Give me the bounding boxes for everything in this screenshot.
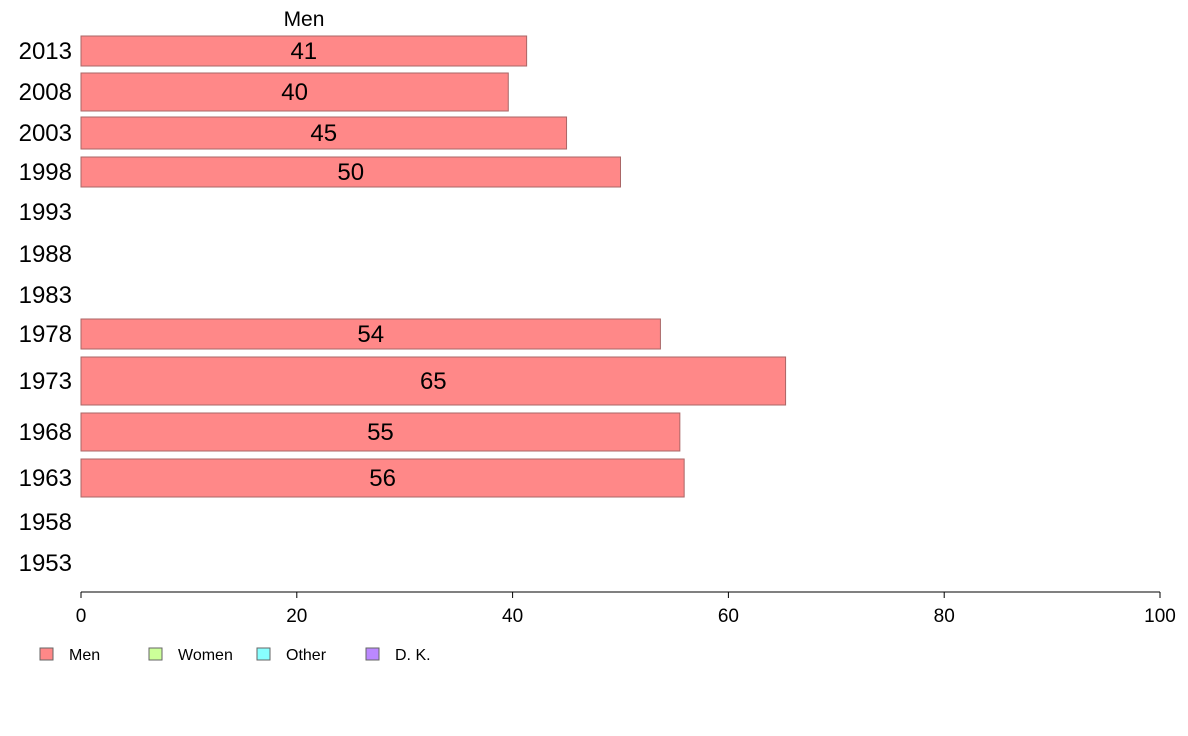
series-title: Men <box>284 8 325 31</box>
bar <box>80 356 787 406</box>
x-tick-label: 80 <box>934 606 955 627</box>
bar <box>80 116 568 150</box>
y-tick-label: 1968 <box>19 419 72 446</box>
legend-swatch <box>365 647 380 661</box>
legend: Men Women Other D. K. <box>39 647 431 664</box>
bar-value-label: 55 <box>367 419 394 446</box>
bar-value-label: 54 <box>357 321 384 348</box>
y-tick-label: 1953 <box>19 550 72 577</box>
y-tick-label: 2003 <box>19 120 72 147</box>
x-tick-label: 40 <box>502 606 523 627</box>
y-tick-label: 1983 <box>19 282 72 309</box>
legend-swatch <box>148 647 163 661</box>
bar <box>80 458 685 498</box>
y-tick-label: 1978 <box>19 321 72 348</box>
bar-value-label: 41 <box>290 38 317 65</box>
legend-label: Other <box>286 647 327 664</box>
y-tick-label: 1998 <box>19 159 72 186</box>
y-tick-label: 1988 <box>19 241 72 268</box>
legend-label: Men <box>69 647 100 664</box>
x-tick-label: 0 <box>76 606 87 627</box>
y-axis-labels: 2013 2008 2003 1998 1993 1988 1983 1978 1973 1968… <box>19 38 72 577</box>
bar <box>80 412 681 452</box>
bar <box>80 72 509 112</box>
y-tick-label: 2013 <box>19 38 72 65</box>
x-tick-label: 20 <box>286 606 307 627</box>
bar <box>80 35 528 67</box>
bar <box>80 156 621 188</box>
x-axis: 0 20 40 60 80 100 <box>76 591 1176 627</box>
bar-value-label: 50 <box>337 159 364 186</box>
y-tick-label: 1958 <box>19 509 72 536</box>
y-tick-label: 1993 <box>19 199 72 226</box>
bar <box>80 318 661 350</box>
x-tick-label: 60 <box>718 606 739 627</box>
legend-label: D. K. <box>395 647 431 664</box>
y-tick-label: 1973 <box>19 368 72 395</box>
legend-swatch <box>256 647 271 661</box>
legend-label: Women <box>178 647 233 664</box>
bar-value-label: 65 <box>420 368 447 395</box>
bar-value-label: 45 <box>310 120 337 147</box>
bar-value-label: 40 <box>281 79 308 106</box>
x-tick-label: 100 <box>1144 606 1176 627</box>
legend-swatch <box>39 647 54 661</box>
bar-value-label: 56 <box>369 465 396 492</box>
y-tick-label: 1963 <box>19 465 72 492</box>
y-tick-label: 2008 <box>19 79 72 106</box>
